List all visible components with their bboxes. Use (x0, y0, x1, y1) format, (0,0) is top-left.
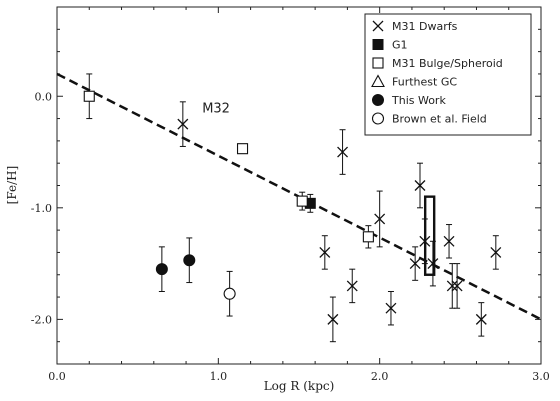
data-point-filled-circle (155, 263, 168, 276)
cross-stroke (414, 180, 426, 191)
triangle-shape (371, 74, 385, 88)
cross-stroke (327, 313, 339, 325)
data-point-open-square (236, 143, 249, 155)
data-point-cross (327, 313, 339, 325)
x-tick-label: 3.0 (532, 370, 550, 383)
circle-shape (155, 263, 168, 276)
cross-stroke (443, 235, 455, 247)
x-tick-label: 0.0 (48, 370, 66, 383)
circle-shape (183, 254, 196, 267)
data-point-filled-circle (183, 254, 196, 267)
data-point-cross (475, 313, 487, 325)
data-point-cross (446, 280, 458, 292)
legend-marker-filled-square (372, 39, 384, 50)
cross-stroke (451, 280, 463, 292)
cross-stroke (372, 20, 384, 32)
cross-stroke (385, 302, 397, 314)
square-shape (372, 39, 384, 50)
data-point-open-square (296, 195, 308, 207)
legend-marker-open-square (372, 57, 384, 69)
cross-stroke (346, 280, 358, 292)
legend-label: Furthest GC (392, 76, 457, 89)
data-point-cross (427, 258, 439, 270)
square-shape (362, 231, 374, 243)
legend-marker-open-circle (371, 112, 385, 125)
data-point-cross (337, 146, 349, 158)
data-point-cross (385, 302, 397, 314)
data-point-cross (177, 118, 189, 130)
legend-marker-open-triangle (371, 74, 385, 88)
x-tick-label: 1.0 (210, 370, 228, 383)
cross-stroke (490, 246, 502, 258)
circle-shape (372, 94, 384, 106)
data-point-open-square (83, 90, 95, 102)
legend-label: This Work (391, 94, 446, 107)
circle-shape (371, 112, 385, 125)
legend-rows: M31 Dwarfs G1 M31 Bulge/Spheroid Furthest G… (371, 20, 503, 126)
data-point-open-circle (223, 287, 236, 300)
cross-stroke (446, 280, 458, 292)
annotation-layer: M32 (202, 101, 230, 116)
cross-stroke (374, 213, 386, 225)
circle-shape (223, 287, 236, 300)
square-shape (83, 90, 95, 102)
legend: M31 Dwarfs G1 M31 Bulge/Spheroid Furthest G… (364, 13, 532, 136)
legend-marker-cross (372, 20, 384, 32)
furthest-gc-range-box (423, 195, 436, 276)
data-point-cross (414, 180, 426, 191)
data-points-layer (83, 73, 502, 343)
legend-label: G1 (392, 39, 408, 52)
square-shape (296, 195, 308, 207)
x-tick-label: 2.0 (371, 370, 389, 383)
legend-label: Brown et al. Field (392, 113, 487, 126)
data-point-cross (490, 246, 502, 258)
legend-label: M31 Dwarfs (392, 20, 458, 33)
y-axis-title: [Fe/H] (5, 166, 19, 205)
data-point-cross (451, 280, 463, 292)
data-point-cross (319, 246, 331, 258)
data-point-open-square (362, 231, 374, 243)
legend-marker-filled-circle (372, 94, 384, 106)
x-axis-title: Log R (kpc) (264, 379, 335, 393)
cross-stroke (337, 146, 349, 158)
data-point-cross (409, 258, 421, 270)
cross-stroke (319, 246, 331, 258)
annotation-label: M32 (202, 101, 230, 116)
y-tick-label: -1.0 (31, 202, 52, 215)
legend-box (364, 13, 532, 136)
y-tick-label: -2.0 (31, 313, 52, 326)
square-shape (236, 143, 249, 155)
data-point-cross (346, 280, 358, 292)
y-tick-label: 0.0 (35, 90, 53, 103)
cross-stroke (177, 118, 189, 130)
legend-label: M31 Bulge/Spheroid (392, 57, 503, 70)
data-point-cross (374, 213, 386, 225)
cross-stroke (409, 258, 421, 270)
data-point-cross (443, 235, 455, 247)
square-shape (372, 57, 384, 69)
cross-stroke (427, 258, 439, 270)
x-axis-ticks: 0.0 1.0 2.0 3.0 (48, 7, 550, 383)
cross-stroke (475, 313, 487, 325)
y-axis-ticks: 0.0 -1.0 -2.0 (31, 28, 541, 343)
